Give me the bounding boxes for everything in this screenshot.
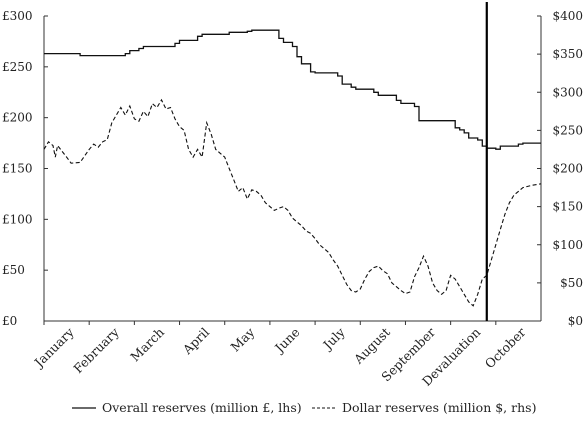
x-tick-label: February	[70, 324, 122, 376]
legend-label: Dollar reserves (million $, rhs)	[342, 400, 536, 415]
x-tick-label: March	[127, 325, 167, 365]
left-tick-label: £100	[2, 212, 33, 226]
x-tick-label: April	[179, 325, 212, 358]
left-tick-label: £0	[2, 314, 17, 328]
right-tick-label: $100	[552, 238, 583, 252]
x-tick-label: August	[350, 325, 393, 368]
x-tick-label: May	[228, 324, 259, 355]
right-tick-label: $350	[552, 47, 583, 61]
right-tick-label: $150	[552, 200, 583, 214]
right-tick-label: $0	[568, 314, 583, 328]
x-tick-label: June	[270, 325, 302, 357]
overall-reserves-line	[44, 29, 541, 150]
left-tick-label: £200	[2, 111, 33, 125]
series-lines	[43, 29, 542, 307]
left-tick-label: £300	[2, 9, 33, 23]
legend-label: Overall reserves (million £, lhs)	[102, 400, 302, 415]
x-tick-label: July	[319, 324, 349, 354]
right-tick-label: $300	[552, 85, 583, 99]
legend: Overall reserves (million £, lhs) Dollar …	[72, 400, 536, 415]
x-tick-label: October	[482, 324, 529, 371]
right-tick-label: $200	[552, 162, 583, 176]
left-tick-label: £50	[2, 263, 25, 277]
axes: £0 £50 £100 £150 £200 £250 £300 $0 $50 $100 $150 $2…	[2, 9, 583, 389]
right-tick-label: $50	[560, 276, 583, 290]
dollar-reserves-line	[43, 98, 542, 307]
right-tick-label: $400	[552, 9, 583, 23]
left-tick-label: £150	[2, 162, 33, 176]
left-tick-label: £250	[2, 60, 33, 74]
x-tick-label: January	[30, 324, 77, 371]
right-tick-label: $250	[552, 123, 583, 137]
